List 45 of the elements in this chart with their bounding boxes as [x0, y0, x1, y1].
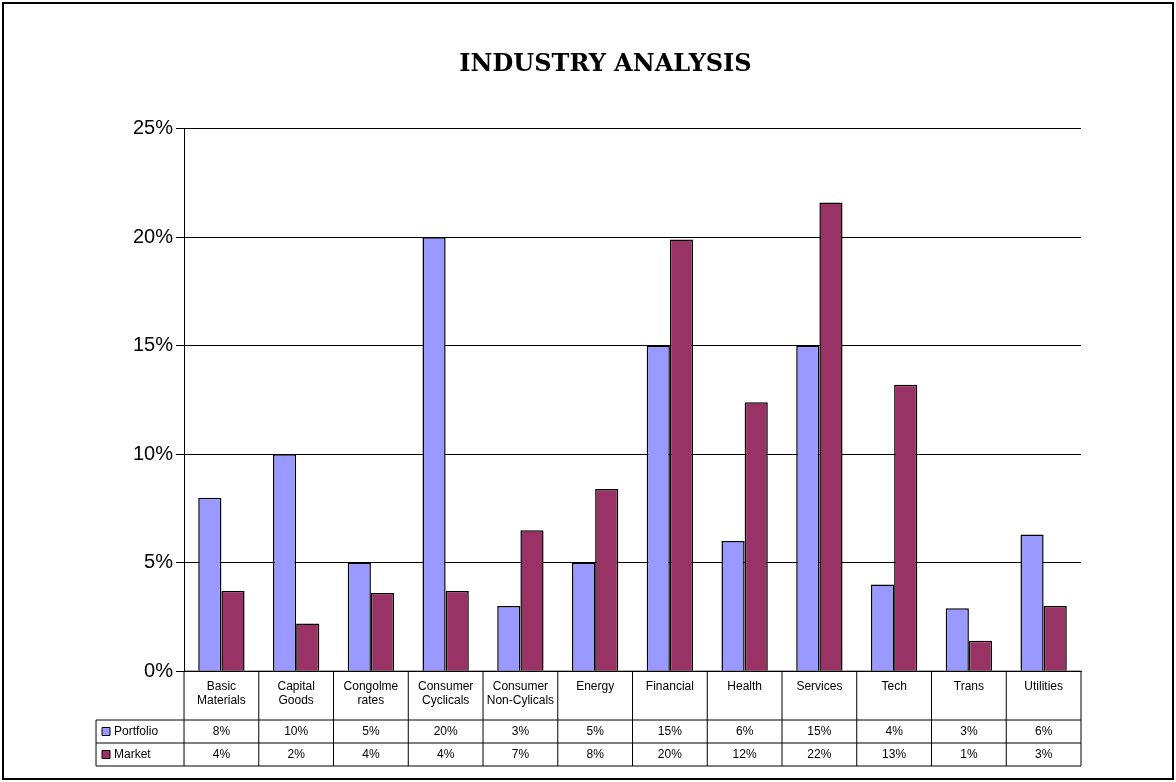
x-tick-label: Consumer Non-Cylicals	[486, 678, 555, 708]
data-label: 5%	[586, 723, 605, 738]
data-label: 22%	[807, 746, 832, 761]
legend-label: Market	[114, 746, 152, 761]
data-label: 1%	[960, 746, 978, 761]
y-tick-label: 5%	[144, 550, 174, 573]
x-tick-label: Utilities	[1024, 678, 1063, 693]
chart-title: INDUSTRY ANALYSIS	[459, 47, 752, 77]
x-tick-label: Financial	[645, 678, 694, 693]
data-label: 8%	[586, 746, 605, 761]
y-tick-label: 20%	[133, 224, 174, 247]
data-label: 6%	[735, 723, 754, 738]
data-label: 10%	[284, 723, 309, 738]
data-label: 3%	[1034, 746, 1053, 761]
x-tick-label: Basic Materials	[197, 678, 246, 708]
data-label: 3%	[960, 723, 978, 738]
x-tick-label: Energy	[576, 678, 615, 693]
data-label: 3%	[511, 723, 530, 738]
data-label: 20%	[433, 723, 458, 738]
data-label: 12%	[732, 746, 757, 761]
x-tick-label: Consumer Cyclicals	[417, 678, 474, 708]
data-label: 15%	[807, 723, 832, 738]
x-tick-label: Services	[796, 678, 843, 693]
data-label: 4%	[885, 723, 904, 738]
data-label: 13%	[882, 746, 907, 761]
data-label: 7%	[511, 746, 530, 761]
y-tick-label: 10%	[133, 441, 174, 464]
data-label: 15%	[657, 723, 683, 738]
x-tick-label: Congolmerates	[343, 678, 399, 708]
x-tick-label: Trans	[953, 678, 984, 693]
legend-label: Portfolio	[114, 723, 159, 738]
y-tick-label: 25%	[133, 116, 174, 139]
x-tick-label: Capital Goods	[277, 678, 315, 708]
x-tick-label: Health	[727, 678, 762, 693]
data-label: 6%	[1034, 723, 1053, 738]
data-label: 4%	[362, 746, 380, 761]
data-label: 8%	[212, 723, 231, 738]
data-label: 4%	[212, 746, 231, 761]
y-tick-label: 15%	[133, 333, 174, 356]
data-label: 5%	[362, 723, 380, 738]
x-tick-label: Tech	[881, 678, 907, 693]
data-label: 2%	[287, 746, 306, 761]
data-label: 4%	[436, 746, 455, 761]
y-tick-label: 0%	[144, 658, 174, 681]
data-label: 20%	[657, 746, 683, 761]
